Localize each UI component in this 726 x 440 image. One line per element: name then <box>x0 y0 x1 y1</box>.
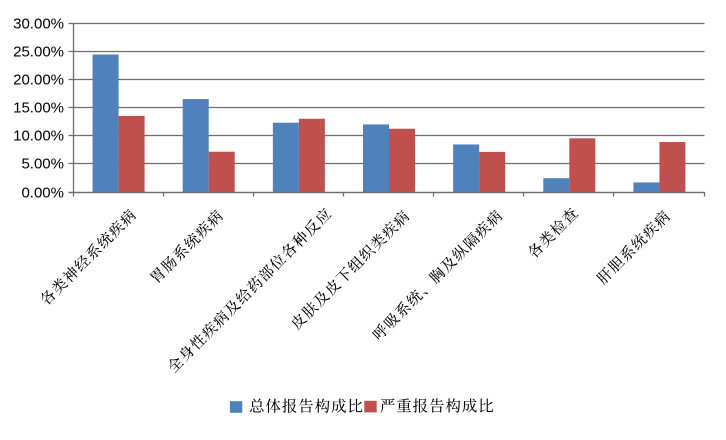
svg-text:0.00%: 0.00% <box>21 185 64 202</box>
svg-text:30.00%: 30.00% <box>13 16 64 33</box>
svg-text:25.00%: 25.00% <box>13 44 64 61</box>
svg-text:15.00%: 15.00% <box>13 100 64 117</box>
svg-text:10.00%: 10.00% <box>13 128 64 145</box>
svg-text:20.00%: 20.00% <box>13 72 64 89</box>
svg-text:5.00%: 5.00% <box>21 156 64 173</box>
